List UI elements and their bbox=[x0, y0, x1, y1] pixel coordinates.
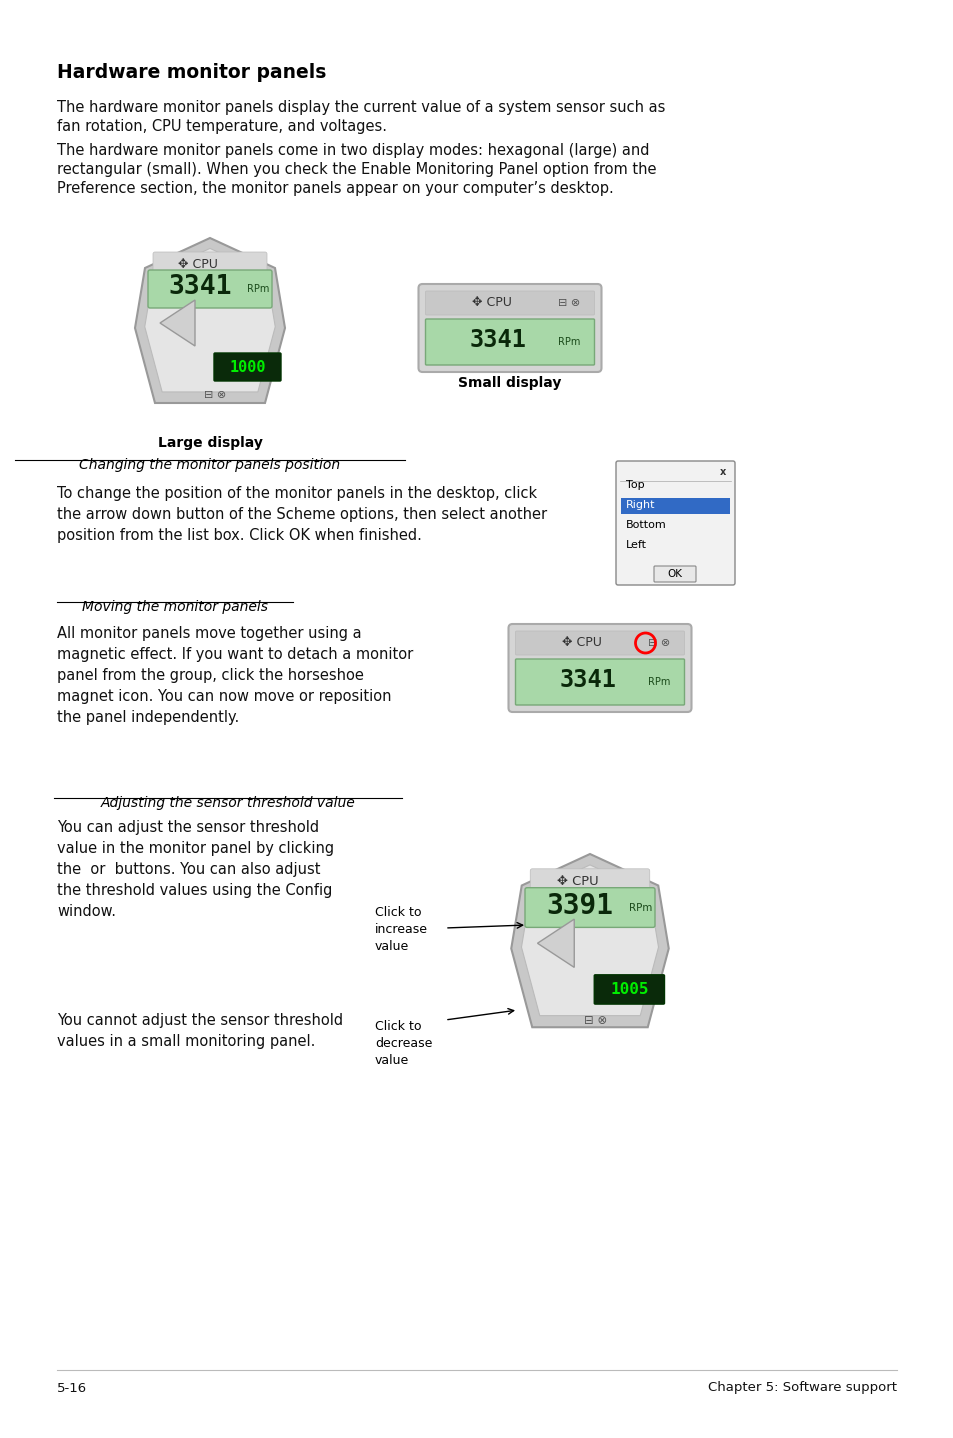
FancyBboxPatch shape bbox=[594, 975, 664, 1004]
FancyBboxPatch shape bbox=[620, 498, 729, 513]
Text: Bottom: Bottom bbox=[625, 521, 666, 531]
FancyBboxPatch shape bbox=[425, 319, 594, 365]
Text: ✥ CPU: ✥ CPU bbox=[178, 257, 217, 270]
Text: 3391: 3391 bbox=[545, 892, 613, 920]
Text: RPm: RPm bbox=[247, 283, 269, 293]
Text: ✥ CPU: ✥ CPU bbox=[472, 296, 512, 309]
FancyBboxPatch shape bbox=[418, 283, 601, 372]
Text: RPm: RPm bbox=[558, 336, 580, 347]
FancyBboxPatch shape bbox=[213, 352, 281, 381]
Text: ⊟ ⊗: ⊟ ⊗ bbox=[583, 1014, 606, 1027]
Text: ⊟ ⊗: ⊟ ⊗ bbox=[648, 638, 670, 649]
Text: Changing the monitor panels position: Changing the monitor panels position bbox=[79, 457, 340, 472]
Text: fan rotation, CPU temperature, and voltages.: fan rotation, CPU temperature, and volta… bbox=[57, 119, 387, 134]
Text: Chapter 5: Software support: Chapter 5: Software support bbox=[707, 1382, 896, 1395]
Text: The hardware monitor panels come in two display modes: hexagonal (large) and: The hardware monitor panels come in two … bbox=[57, 142, 649, 158]
Polygon shape bbox=[511, 854, 668, 1027]
Text: Click to
decrease
value: Click to decrease value bbox=[375, 1020, 432, 1067]
Text: 3341: 3341 bbox=[558, 667, 616, 692]
Text: 1000: 1000 bbox=[229, 360, 266, 374]
Text: OK: OK bbox=[667, 569, 681, 580]
Text: All monitor panels move together using a
magnetic effect. If you want to detach : All monitor panels move together using a… bbox=[57, 626, 413, 725]
Polygon shape bbox=[537, 919, 574, 968]
Text: 1005: 1005 bbox=[610, 982, 648, 997]
Text: RPm: RPm bbox=[648, 677, 670, 687]
Text: Click to
increase
value: Click to increase value bbox=[375, 906, 428, 953]
Text: Adjusting the sensor threshold value: Adjusting the sensor threshold value bbox=[100, 797, 355, 810]
Text: To change the position of the monitor panels in the desktop, click
the arrow dow: To change the position of the monitor pa… bbox=[57, 486, 547, 544]
FancyBboxPatch shape bbox=[148, 270, 272, 308]
Text: ✥ CPU: ✥ CPU bbox=[556, 874, 598, 889]
Text: Preference section, the monitor panels appear on your computer’s desktop.: Preference section, the monitor panels a… bbox=[57, 181, 613, 196]
Text: Small display: Small display bbox=[457, 375, 561, 390]
Text: ⊟ ⊗: ⊟ ⊗ bbox=[558, 298, 580, 308]
Text: You cannot adjust the sensor threshold
values in a small monitoring panel.: You cannot adjust the sensor threshold v… bbox=[57, 1012, 343, 1048]
Text: Left: Left bbox=[625, 541, 646, 549]
FancyBboxPatch shape bbox=[530, 869, 649, 897]
FancyBboxPatch shape bbox=[152, 252, 267, 280]
Text: RPm: RPm bbox=[628, 903, 652, 913]
FancyBboxPatch shape bbox=[425, 290, 594, 315]
FancyBboxPatch shape bbox=[515, 631, 684, 654]
Polygon shape bbox=[135, 239, 285, 403]
FancyBboxPatch shape bbox=[508, 624, 691, 712]
Polygon shape bbox=[160, 301, 194, 347]
Text: ⊟ ⊗: ⊟ ⊗ bbox=[204, 390, 226, 400]
Text: 5-16: 5-16 bbox=[57, 1382, 87, 1395]
Text: Large display: Large display bbox=[157, 436, 262, 450]
FancyBboxPatch shape bbox=[524, 887, 655, 928]
Text: Moving the monitor panels: Moving the monitor panels bbox=[82, 600, 268, 614]
Polygon shape bbox=[145, 249, 275, 393]
Text: ✥ CPU: ✥ CPU bbox=[561, 637, 601, 650]
Text: 3341: 3341 bbox=[469, 328, 526, 352]
Text: The hardware monitor panels display the current value of a system sensor such as: The hardware monitor panels display the … bbox=[57, 101, 664, 115]
FancyBboxPatch shape bbox=[616, 462, 734, 585]
Text: Hardware monitor panels: Hardware monitor panels bbox=[57, 63, 326, 82]
Text: x: x bbox=[720, 467, 725, 477]
Text: Top: Top bbox=[625, 480, 644, 490]
Text: Right: Right bbox=[625, 500, 655, 510]
Text: rectangular (small). When you check the Enable Monitoring Panel option from the: rectangular (small). When you check the … bbox=[57, 162, 656, 177]
FancyBboxPatch shape bbox=[515, 659, 684, 705]
Text: 3341: 3341 bbox=[168, 275, 232, 301]
FancyBboxPatch shape bbox=[654, 567, 696, 582]
Polygon shape bbox=[521, 864, 658, 1015]
Text: You can adjust the sensor threshold
value in the monitor panel by clicking
the  : You can adjust the sensor threshold valu… bbox=[57, 820, 334, 919]
